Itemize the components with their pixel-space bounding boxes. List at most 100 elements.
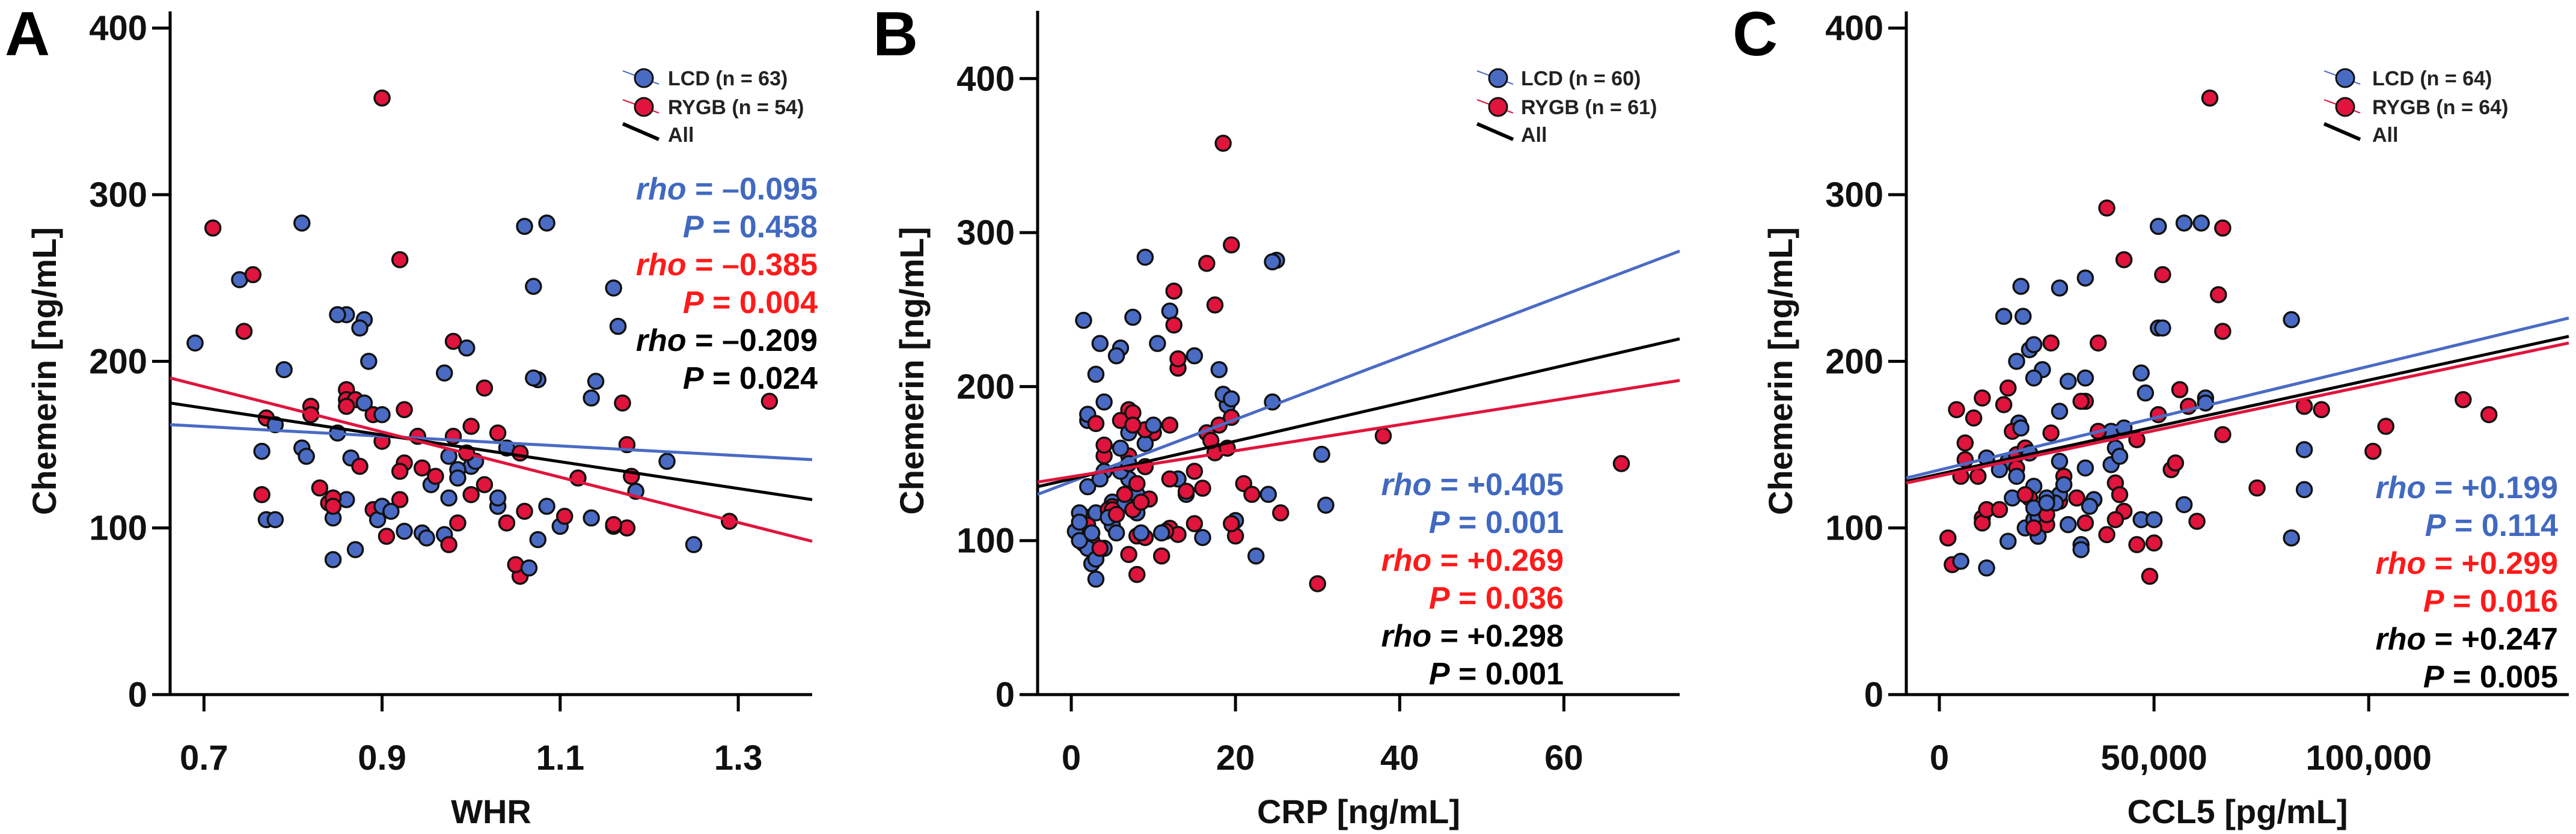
lcd-point bbox=[1136, 434, 1154, 452]
x-tick-label: 1.1 bbox=[536, 738, 584, 778]
x-tick-label: 60 bbox=[1544, 738, 1583, 778]
rygb-point bbox=[1165, 316, 1182, 334]
lcd-point bbox=[1152, 524, 1170, 542]
rygb-point bbox=[2089, 334, 2107, 352]
stat-value: = +0.247 bbox=[2426, 622, 2558, 657]
y-tick-label: 300 bbox=[956, 213, 1015, 252]
all-p-stat: P = 0.001 bbox=[1429, 657, 1564, 692]
rygb-point bbox=[2025, 519, 2043, 537]
stat-value: = +0.298 bbox=[1431, 619, 1564, 654]
lcd-legend-marker bbox=[1488, 68, 1508, 88]
lcd-point bbox=[2012, 419, 2030, 437]
rygb-point bbox=[1939, 529, 1957, 547]
lcd-point bbox=[605, 279, 622, 297]
rygb-point bbox=[2188, 513, 2206, 530]
rygb-point bbox=[1243, 485, 1261, 504]
lcd-point bbox=[1112, 439, 1130, 457]
lcd-regression-line bbox=[1906, 316, 2569, 479]
lcd-point bbox=[520, 559, 538, 577]
rygb-point bbox=[2214, 323, 2232, 340]
y-tick-label: 0 bbox=[996, 675, 1015, 714]
rygb-point bbox=[2377, 418, 2395, 435]
rygb-point bbox=[2141, 567, 2159, 585]
rygb-point bbox=[605, 516, 622, 534]
stat-symbol: rho bbox=[1381, 619, 1431, 654]
lcd-point bbox=[2012, 278, 2030, 295]
lcd-point bbox=[253, 442, 271, 460]
stat-symbol: rho bbox=[2375, 546, 2426, 581]
all-legend-label: All bbox=[1521, 124, 1547, 147]
lcd-point bbox=[2283, 311, 2300, 329]
rygb-point bbox=[1999, 379, 2017, 397]
rygb-regression-line bbox=[1906, 341, 2569, 485]
all-legend-line bbox=[622, 122, 660, 141]
lcd-point bbox=[1317, 496, 1335, 514]
rygb-point bbox=[449, 514, 467, 532]
lcd-point bbox=[1247, 547, 1265, 565]
rygb-point bbox=[378, 528, 396, 545]
rygb-rho-stat: rho = –0.385 bbox=[636, 248, 818, 282]
rygb-point bbox=[1116, 485, 1134, 504]
lcd-point bbox=[355, 394, 373, 412]
rygb-point bbox=[1374, 427, 1392, 445]
all-regression-line bbox=[1906, 335, 2569, 483]
x-tick-label: 20 bbox=[1216, 738, 1255, 778]
legend: LCD (n = 60) RYGB (n = 61) All bbox=[1476, 67, 1657, 147]
all-p-stat: P = 0.024 bbox=[683, 361, 818, 396]
legend: LCD (n = 63) RYGB (n = 54) All bbox=[622, 67, 804, 147]
panel-b: B 0 100 200 300 400 0 20 40 60 CRP [ng/mL] Chemerin… bbox=[873, 0, 1680, 830]
stat-value: = –0.095 bbox=[687, 172, 818, 207]
lcd-point bbox=[1145, 416, 1162, 434]
all-rho-stat: rho = –0.209 bbox=[636, 323, 818, 358]
rygb-point bbox=[476, 379, 494, 397]
rygb-point bbox=[476, 476, 494, 493]
lcd-point bbox=[2051, 403, 2069, 420]
rygb-point bbox=[2115, 251, 2133, 269]
lcd-point bbox=[1210, 361, 1228, 379]
lcd-point bbox=[396, 522, 413, 540]
stat-symbol: P bbox=[2423, 660, 2444, 695]
lcd-point bbox=[1186, 347, 1204, 365]
lcd-legend-label: LCD (n = 60) bbox=[1521, 67, 1641, 90]
stat-value: = 0.001 bbox=[1450, 505, 1564, 540]
panel-label: B bbox=[873, 0, 918, 69]
rygb-point bbox=[204, 219, 222, 237]
rygb-point bbox=[2068, 489, 2085, 507]
rygb-point bbox=[1965, 409, 1983, 427]
lcd-point bbox=[2008, 467, 2025, 485]
stat-symbol: rho bbox=[636, 248, 687, 282]
lcd-point bbox=[351, 319, 369, 337]
rygb-regression-line bbox=[1037, 379, 1680, 484]
rygb-legend-marker bbox=[1488, 97, 1508, 117]
lcd-point bbox=[2175, 214, 2193, 232]
rygb-point bbox=[1223, 236, 1240, 254]
lcd-rho-stat: rho = +0.199 bbox=[2375, 470, 2558, 505]
lcd-point bbox=[1995, 308, 2013, 325]
stat-value: = +0.199 bbox=[2426, 470, 2558, 505]
rygb-point bbox=[1990, 501, 2008, 519]
y-tick-label: 400 bbox=[1825, 9, 1883, 48]
lcd-point bbox=[373, 406, 391, 424]
lcd-point bbox=[2076, 369, 2094, 387]
stat-symbol: P bbox=[1429, 657, 1450, 692]
lcd-regression-line bbox=[170, 423, 813, 461]
rygb-legend-label: RYGB (n = 61) bbox=[1521, 96, 1657, 119]
x-tick-label: 100,000 bbox=[2305, 738, 2432, 778]
lcd-point bbox=[2038, 494, 2055, 512]
lcd-point bbox=[2149, 218, 2167, 235]
lcd-point bbox=[266, 511, 284, 529]
rygb-point bbox=[1309, 575, 1326, 592]
lcd-point bbox=[2025, 369, 2043, 387]
lcd-regression-line bbox=[1037, 249, 1680, 496]
rygb-point bbox=[2076, 514, 2094, 532]
rygb-point bbox=[2167, 454, 2185, 472]
rygb-point bbox=[351, 457, 369, 475]
lcd-point bbox=[2060, 373, 2077, 390]
rygb-point bbox=[2214, 426, 2232, 443]
stat-value: = 0.001 bbox=[1450, 657, 1564, 692]
lcd-point bbox=[609, 317, 627, 335]
lcd-point bbox=[1259, 485, 1277, 504]
rygb-legend-label: RYGB (n = 64) bbox=[2372, 96, 2508, 119]
lcd-point bbox=[489, 489, 507, 507]
lcd-point bbox=[275, 361, 293, 379]
